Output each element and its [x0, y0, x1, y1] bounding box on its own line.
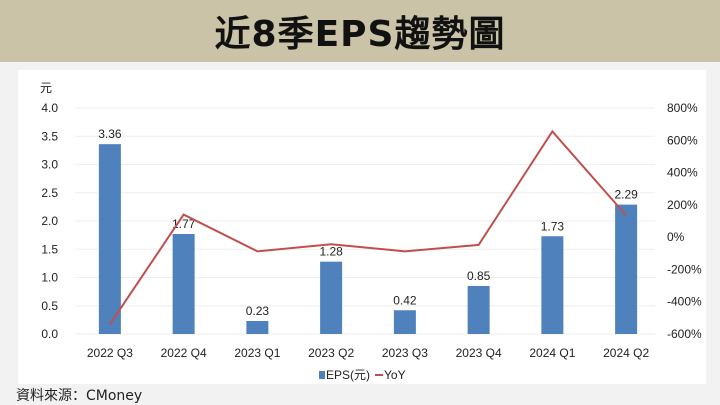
- x-tick-label: 2023 Q1: [234, 346, 280, 360]
- x-tick-label: 2022 Q4: [161, 346, 207, 360]
- y-tick-label: 1.5: [41, 242, 58, 256]
- y-tick-label: 0.0: [41, 327, 58, 341]
- y2-tick-label: 600%: [667, 133, 698, 147]
- x-tick-label: 2024 Q1: [529, 346, 575, 360]
- eps-bar: [541, 236, 564, 334]
- page-title: 近8季EPS趨勢圖: [214, 14, 506, 55]
- y2-tick-label: 400%: [667, 166, 698, 180]
- x-tick-label: 2024 Q2: [603, 346, 649, 360]
- y2-tick-label: 200%: [667, 198, 698, 212]
- eps-bar: [467, 285, 490, 334]
- eps-bar: [393, 310, 416, 334]
- y2-tick-label: -400%: [667, 295, 702, 309]
- y-tick-label: 2.0: [41, 214, 58, 228]
- x-tick-label: 2023 Q3: [382, 346, 428, 360]
- eps-bar: [320, 261, 343, 334]
- legend-eps-label: EPS(元): [326, 368, 370, 382]
- y2-tick-label: -200%: [667, 262, 702, 276]
- y-tick-label: 4.0: [41, 101, 58, 115]
- y-axis-label: 元: [40, 81, 52, 95]
- eps-data-label: 1.77: [172, 217, 196, 231]
- header-band: 近8季EPS趨勢圖: [0, 0, 720, 62]
- y-tick-label: 2.5: [41, 186, 58, 200]
- y2-tick-label: 0%: [667, 230, 685, 244]
- eps-bar: [98, 144, 121, 334]
- x-tick-label: 2023 Q4: [456, 346, 502, 360]
- eps-data-label: 1.28: [319, 245, 343, 259]
- eps-data-label: 0.23: [246, 304, 270, 318]
- y2-tick-label: -600%: [667, 327, 702, 341]
- eps-data-label: 1.73: [541, 219, 565, 233]
- eps-bar: [615, 204, 638, 334]
- source-note: 資料來源：CMoney: [16, 388, 143, 404]
- x-tick-label: 2022 Q3: [87, 346, 133, 360]
- y-tick-label: 0.5: [41, 299, 58, 313]
- y-tick-label: 3.5: [41, 129, 58, 143]
- legend-yoy-label: YoY: [384, 368, 406, 382]
- x-tick-label: 2023 Q2: [308, 346, 354, 360]
- eps-bar: [172, 233, 195, 334]
- eps-data-label: 0.42: [393, 293, 417, 307]
- eps-bar: [246, 321, 269, 334]
- eps-data-label: 3.36: [98, 127, 122, 141]
- yoy-line: [109, 129, 627, 325]
- legend-eps-swatch: [319, 371, 325, 379]
- eps-data-label: 0.85: [467, 269, 491, 283]
- y-tick-label: 1.0: [41, 271, 58, 285]
- eps-data-label: 2.29: [614, 188, 638, 202]
- y-tick-label: 3.0: [41, 158, 58, 172]
- chart-panel: [18, 70, 706, 384]
- y2-tick-label: 800%: [667, 101, 698, 115]
